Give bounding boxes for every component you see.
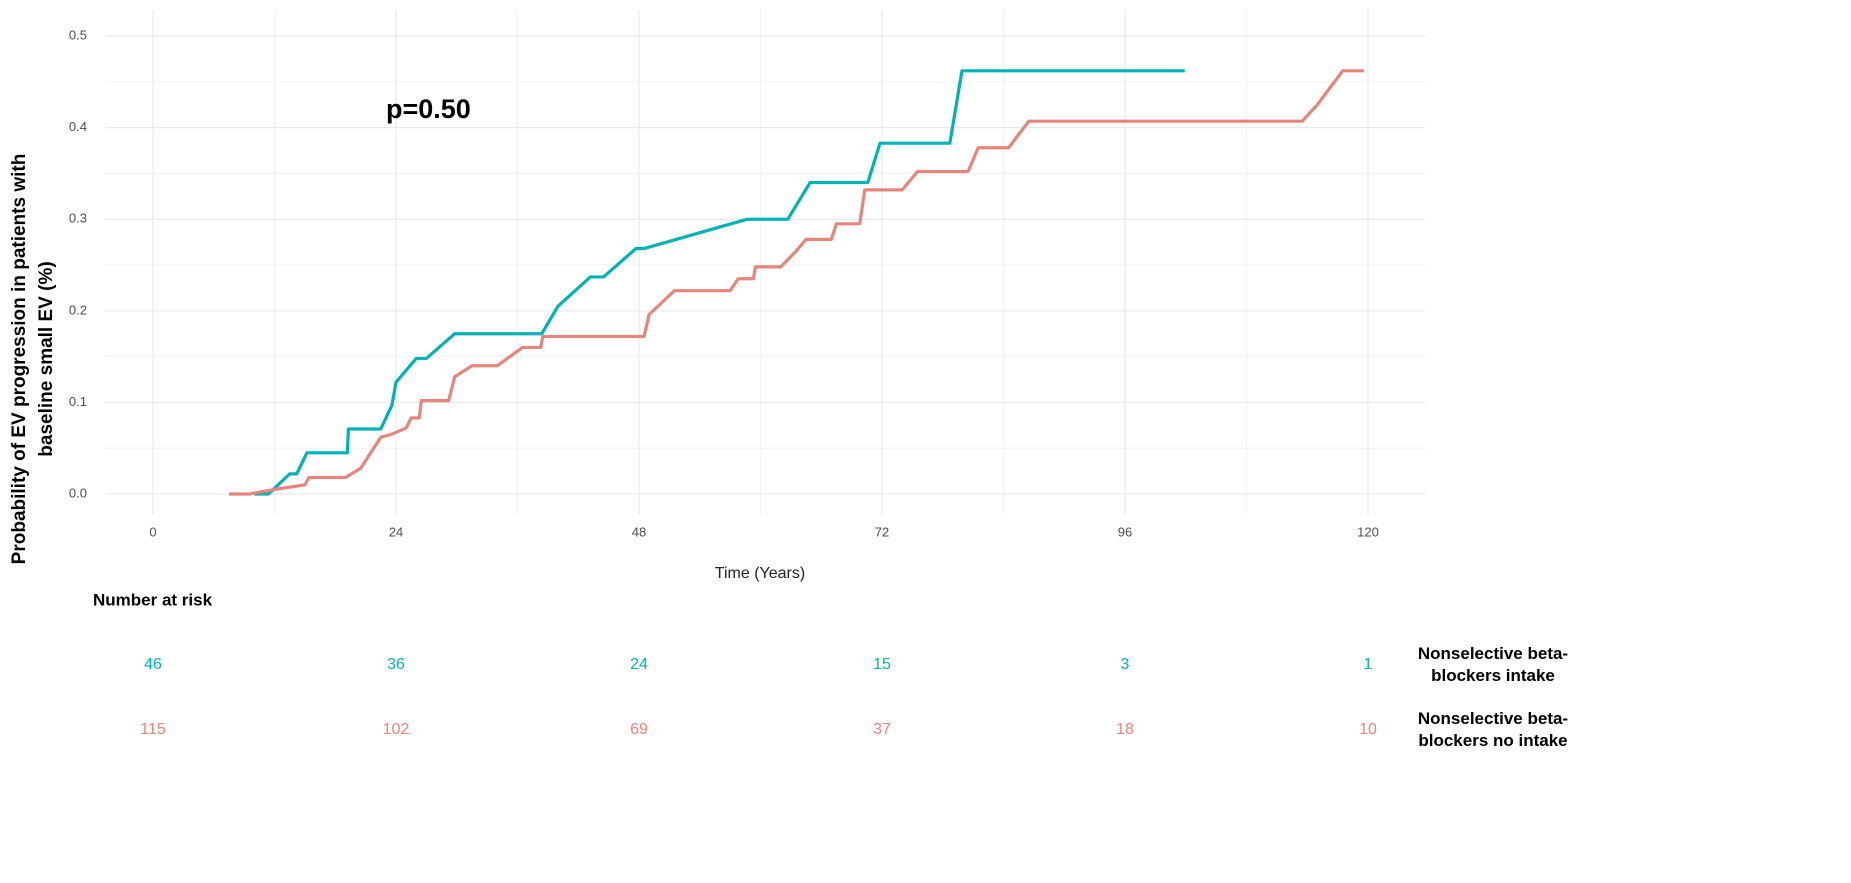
risk-count: 115 (140, 721, 166, 738)
risk-count: 46 (144, 656, 162, 673)
survival-curve (228, 69, 1364, 496)
risk-count: 3 (1121, 656, 1130, 673)
x-tick-label: 72 (875, 524, 889, 539)
risk-count: 69 (630, 721, 648, 738)
survival-curve (254, 69, 1185, 496)
y-tick-label: 0.1 (69, 394, 87, 409)
y-tick-label: 0.2 (69, 302, 87, 317)
y-axis-title: Probability of EV progression in patient… (9, 153, 57, 565)
x-tick-label: 24 (389, 524, 403, 539)
risk-count: 1 (1364, 656, 1373, 673)
risk-count: 15 (873, 656, 891, 673)
y-tick-label: 0.4 (69, 119, 87, 134)
risk-count: 10 (1359, 721, 1377, 738)
risk-table-title: Number at risk (93, 590, 213, 609)
risk-count: 24 (630, 656, 648, 673)
risk-count: 18 (1116, 721, 1134, 738)
risk-row-label: Nonselective beta-blockers no intake (1417, 709, 1569, 750)
y-tick-label: 0.3 (69, 211, 87, 226)
risk-count: 36 (387, 656, 405, 673)
y-tick-label: 0.5 (69, 27, 87, 42)
risk-count: 102 (383, 721, 410, 738)
risk-count: 37 (873, 721, 891, 738)
y-tick-label: 0.0 (69, 485, 87, 500)
p-value: p=0.50 (386, 94, 471, 124)
x-tick-label: 48 (632, 524, 646, 539)
x-tick-label: 120 (1357, 524, 1379, 539)
risk-row-label: Nonselective beta-blockers intake (1417, 644, 1569, 685)
x-axis-title: Time (Years) (715, 565, 805, 582)
x-tick-label: 96 (1118, 524, 1132, 539)
x-tick-label: 0 (149, 524, 156, 539)
